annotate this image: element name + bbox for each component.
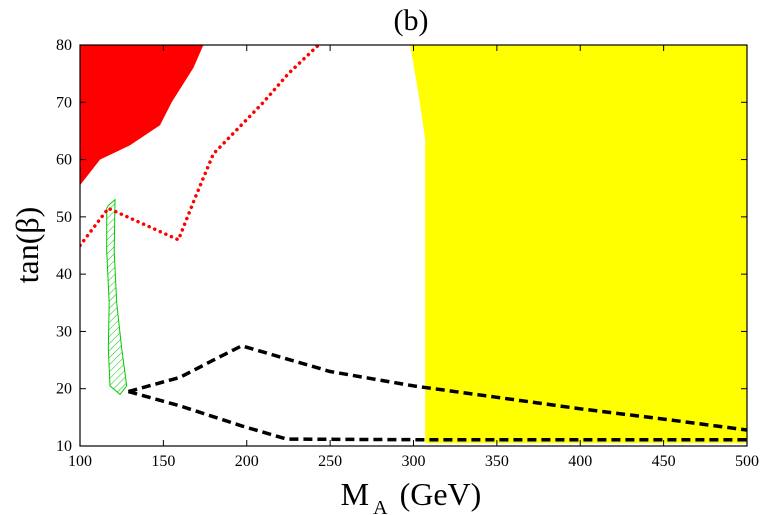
y-axis-label: tan(β) bbox=[9, 207, 45, 284]
y-tick-label: 50 bbox=[56, 209, 72, 226]
x-axis-label-subscript: A bbox=[373, 497, 388, 515]
red-dotted-curve bbox=[80, 45, 321, 248]
x-tick-label: 150 bbox=[151, 453, 175, 470]
plot-area bbox=[80, 45, 747, 444]
axis-ticks: 100 150 200 250 300 350 400 450 500 10 20 30 40 50 60 7… bbox=[56, 37, 759, 470]
red-region bbox=[80, 45, 204, 186]
x-tick-label: 200 bbox=[235, 453, 259, 470]
y-tick-label: 30 bbox=[56, 323, 72, 340]
x-tick-label: 250 bbox=[318, 453, 342, 470]
green-hatched-region bbox=[106, 198, 128, 396]
chart-title: (b) bbox=[394, 4, 429, 37]
x-tick-label: 500 bbox=[735, 453, 759, 470]
x-tick-label: 350 bbox=[485, 453, 509, 470]
yellow-region bbox=[410, 45, 747, 444]
x-tick-label: 450 bbox=[652, 453, 676, 470]
y-tick-label: 80 bbox=[56, 37, 72, 54]
x-tick-label: 100 bbox=[68, 453, 92, 470]
y-tick-label: 40 bbox=[56, 266, 72, 283]
x-tick-label: 400 bbox=[568, 453, 592, 470]
x-axis-label: M A (GeV) bbox=[341, 476, 482, 515]
y-tick-label: 70 bbox=[56, 94, 72, 111]
black-dashed-upper bbox=[127, 343, 747, 432]
x-axis-label-suffix: (GeV) bbox=[400, 476, 482, 512]
x-tick-label: 300 bbox=[402, 453, 426, 470]
y-tick-label: 60 bbox=[56, 152, 72, 169]
y-tick-label: 20 bbox=[56, 381, 72, 398]
x-axis-label-main: M bbox=[341, 476, 369, 512]
y-tick-label: 10 bbox=[56, 438, 72, 455]
